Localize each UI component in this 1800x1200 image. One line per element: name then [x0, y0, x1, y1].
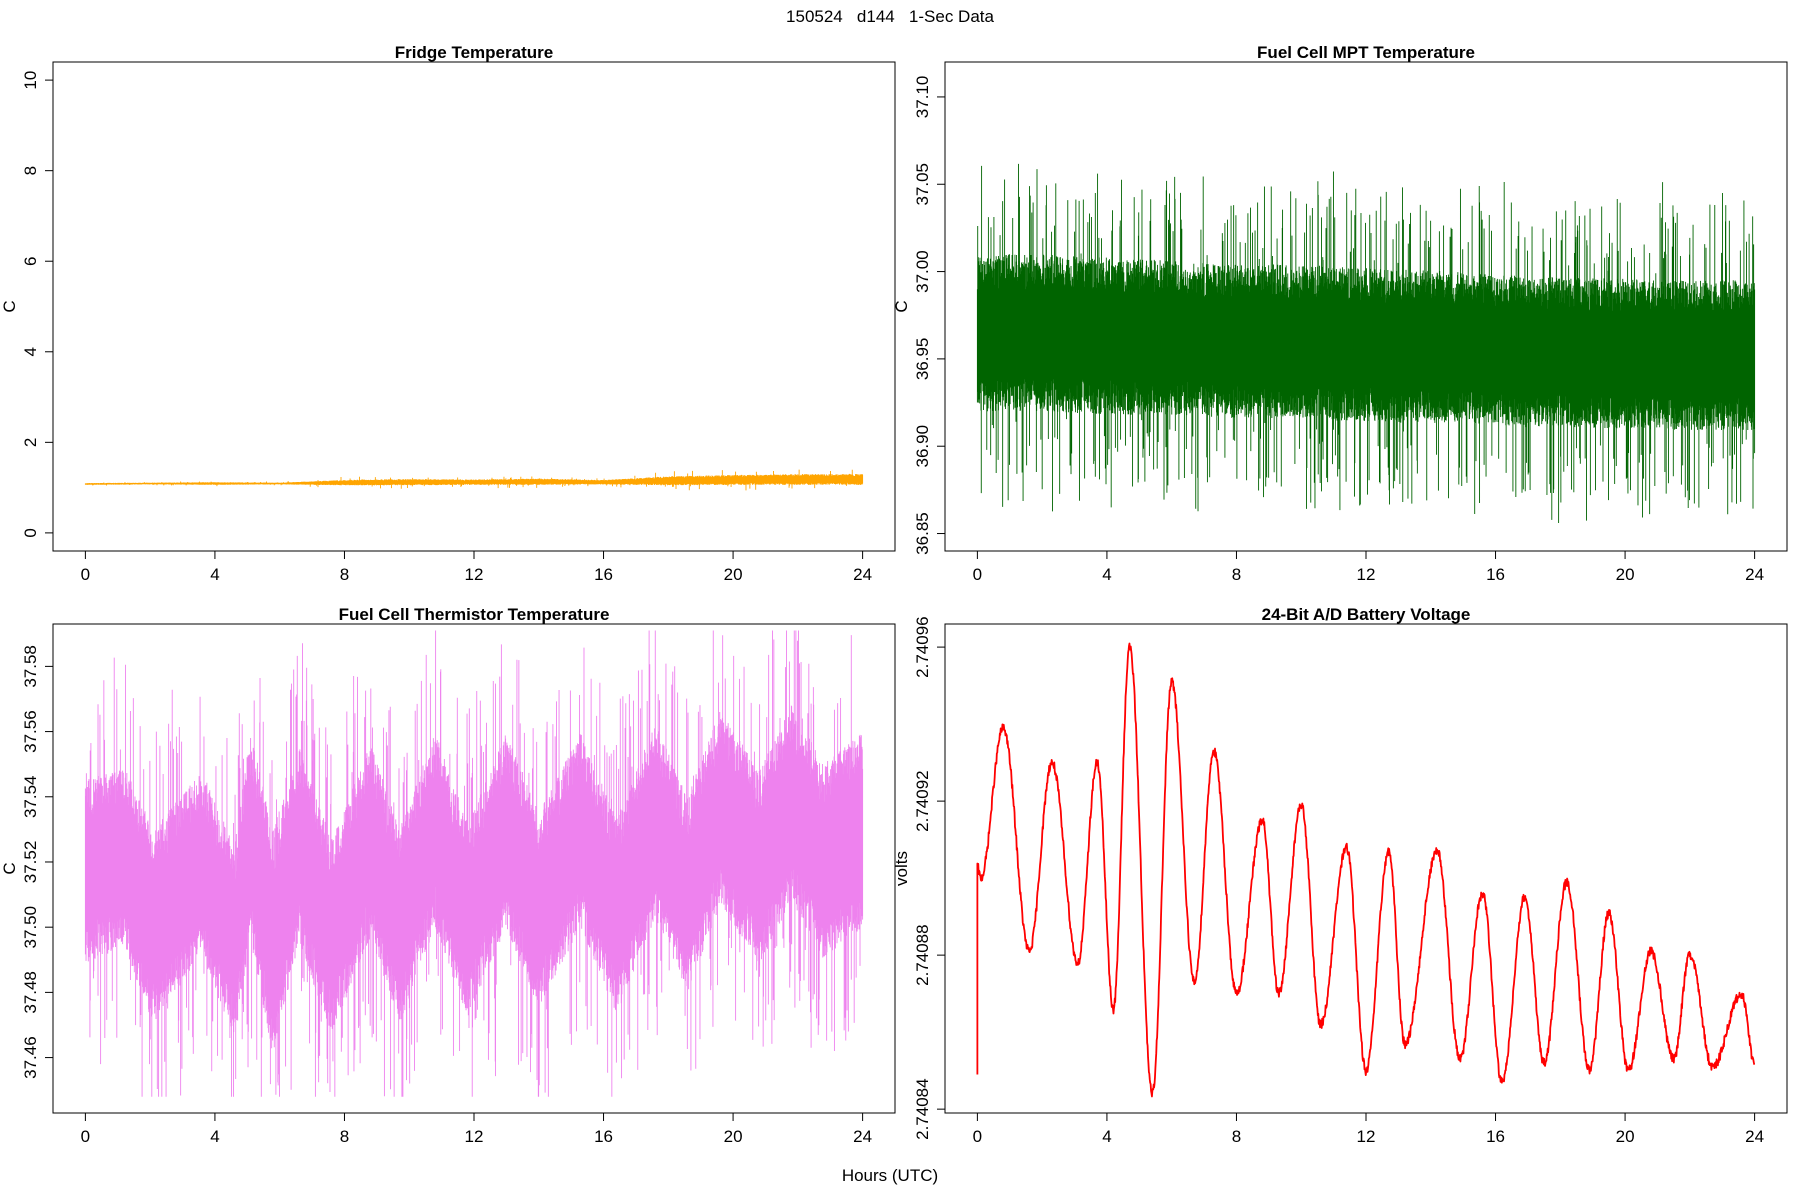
- x-tick-label: 4: [1102, 565, 1111, 584]
- x-tick-label: 8: [1232, 565, 1241, 584]
- x-tick-label: 16: [594, 1127, 613, 1146]
- y-tick-label: 2: [21, 438, 40, 447]
- x-tick-label: 12: [1357, 1127, 1376, 1146]
- x-tick-label: 4: [1102, 1127, 1111, 1146]
- panel-fuel-cell-mpt-temperature: 0 4 8 12 16 20 24 36.85 36.90 36.95 37.00 37.05 37.1…: [892, 43, 1788, 584]
- x-tick-label: 24: [1745, 565, 1764, 584]
- panel-battery-voltage: 0 4 8 12 16 20 24 2.74084 2.74088 2.74092 2.74096 2…: [892, 605, 1788, 1146]
- x-tick-label: 4: [210, 1127, 219, 1146]
- panel-title: 24-Bit A/D Battery Voltage: [1262, 605, 1471, 624]
- y-tick-label: 37.05: [913, 163, 932, 206]
- y-tick-label: 36.90: [913, 425, 932, 468]
- y-axis-label: C: [0, 300, 19, 312]
- y-tick-label: 37.58: [21, 645, 40, 688]
- y-axis-label: C: [0, 862, 19, 874]
- y-tick-label: 37.48: [21, 971, 40, 1014]
- x-tick-label: 12: [1357, 565, 1376, 584]
- x-tick-label: 20: [1616, 1127, 1635, 1146]
- panel-title: Fuel Cell MPT Temperature: [1257, 43, 1475, 62]
- y-tick-label: 10: [21, 71, 40, 90]
- x-tick-label: 0: [973, 565, 982, 584]
- y-tick-label: 36.95: [913, 338, 932, 381]
- x-tick-label: 8: [1232, 1127, 1241, 1146]
- y-tick-label: 4: [21, 347, 40, 356]
- x-tick-label: 16: [1486, 1127, 1505, 1146]
- x-tick-label: 0: [973, 1127, 982, 1146]
- y-tick-label: 37.52: [21, 841, 40, 884]
- series-line: [976, 642, 1756, 1098]
- x-tick-label: 20: [724, 565, 743, 584]
- x-tick-label: 8: [340, 565, 349, 584]
- y-tick-label: 2.74092: [913, 770, 932, 831]
- y-tick-label: 8: [21, 166, 40, 175]
- y-tick-label: 36.85: [913, 512, 932, 555]
- x-tick-label: 12: [465, 1127, 484, 1146]
- x-tick-label: 16: [594, 565, 613, 584]
- series-line: [84, 469, 864, 491]
- figure-suptitle: 150524 d144 1-Sec Data: [786, 7, 994, 26]
- x-tick-label: 0: [81, 565, 90, 584]
- series-line: [84, 630, 864, 1097]
- panel-fuel-cell-thermistor-temperature: 0 4 8 12 16 20 24 37.46 37.48 37.50 37.52 37.54 37.5…: [0, 605, 896, 1146]
- plot-frame: [944, 623, 1788, 1114]
- y-tick-label: 2.74084: [913, 1078, 932, 1139]
- y-axis-label: C: [892, 300, 911, 312]
- x-tick-label: 0: [81, 1127, 90, 1146]
- x-tick-label: 24: [1745, 1127, 1764, 1146]
- panel-title: Fuel Cell Thermistor Temperature: [339, 605, 610, 624]
- y-tick-label: 37.00: [913, 250, 932, 293]
- x-tick-label: 8: [340, 1127, 349, 1146]
- y-tick-label: 0: [21, 528, 40, 537]
- y-tick-label: 2.74088: [913, 924, 932, 985]
- y-tick-label: 37.56: [21, 710, 40, 753]
- y-tick-label: 2.74096: [913, 616, 932, 677]
- x-tick-label: 16: [1486, 565, 1505, 584]
- y-tick-label: 37.10: [913, 76, 932, 119]
- series-line: [976, 163, 1756, 524]
- y-tick-label: 6: [21, 256, 40, 265]
- x-tick-label: 20: [1616, 565, 1635, 584]
- panel-title: Fridge Temperature: [395, 43, 553, 62]
- y-tick-label: 37.46: [21, 1036, 40, 1079]
- y-tick-label: 37.54: [21, 776, 40, 819]
- x-tick-label: 24: [853, 1127, 872, 1146]
- y-axis-label: volts: [892, 851, 911, 886]
- x-tick-label: 20: [724, 1127, 743, 1146]
- y-tick-label: 37.50: [21, 906, 40, 949]
- x-tick-label: 4: [210, 565, 219, 584]
- x-tick-label: 12: [465, 565, 484, 584]
- figure-xlabel: Hours (UTC): [842, 1166, 938, 1185]
- x-tick-label: 24: [853, 565, 872, 584]
